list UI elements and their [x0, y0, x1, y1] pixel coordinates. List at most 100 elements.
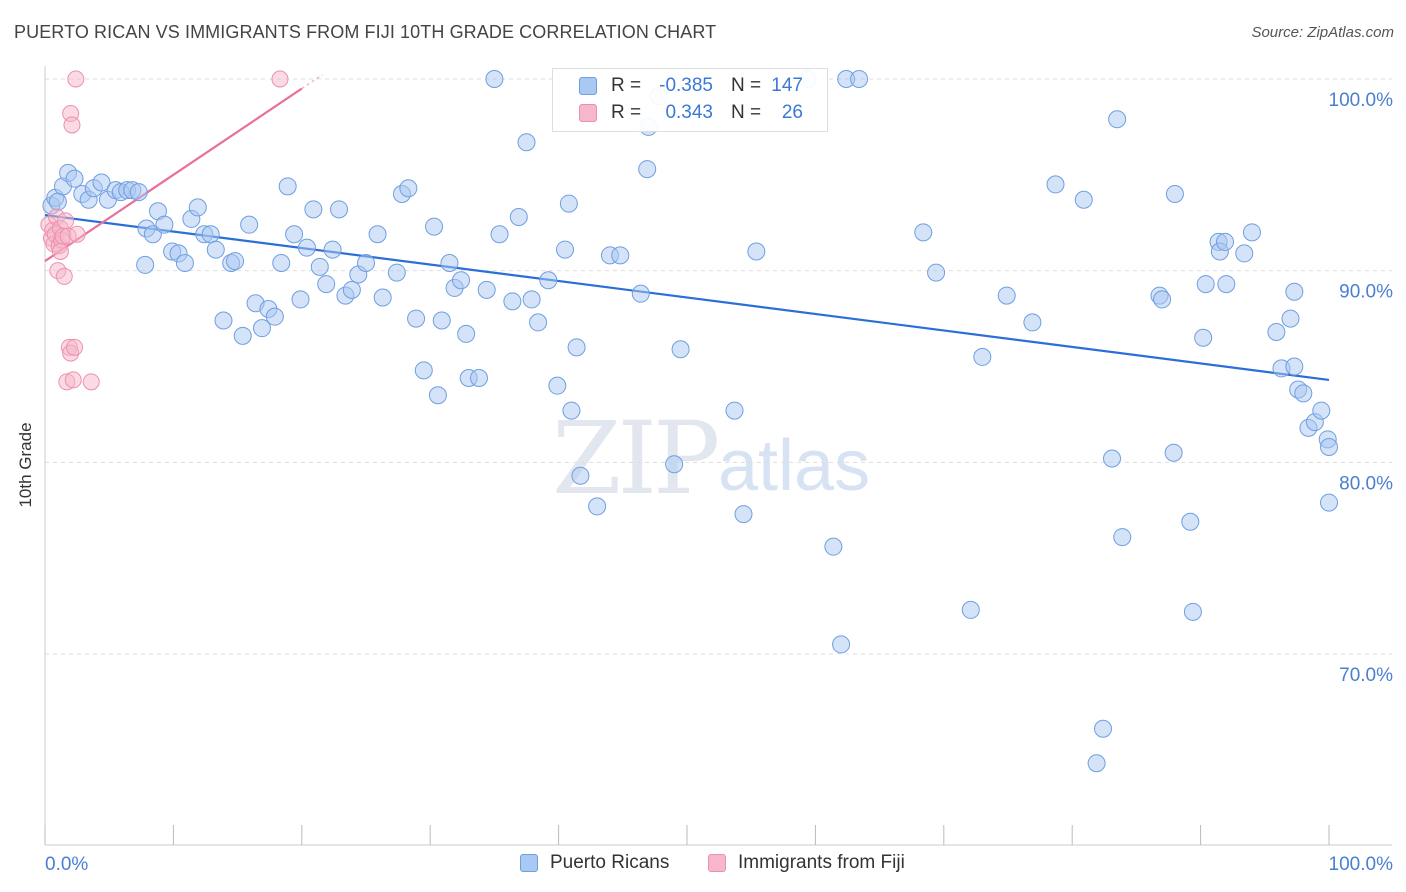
- point-puerto-rican: [1094, 719, 1113, 738]
- point-puerto-rican: [997, 286, 1016, 305]
- pink-swatch-icon: [579, 104, 597, 122]
- point-puerto-rican: [188, 198, 207, 217]
- point-puerto-rican: [440, 254, 459, 272]
- point-puerto-rican: [214, 311, 233, 330]
- x-tick-label-max: 100.0%: [1329, 854, 1394, 875]
- point-puerto-rican: [226, 252, 245, 271]
- point-fiji: [57, 212, 75, 230]
- point-puerto-rican: [92, 173, 111, 192]
- point-puerto-rican: [452, 271, 471, 290]
- point-puerto-rican: [671, 340, 690, 359]
- point-puerto-rican: [522, 290, 541, 309]
- point-puerto-rican: [310, 257, 329, 276]
- legend-label-puerto-ricans: Puerto Ricans: [550, 852, 670, 873]
- y-tick-label: 80.0%: [1339, 473, 1393, 494]
- point-puerto-rican: [665, 455, 684, 474]
- blue-swatch-icon: [579, 77, 597, 95]
- point-puerto-rican: [330, 200, 349, 219]
- point-puerto-rican: [1103, 449, 1122, 468]
- point-puerto-rican: [914, 223, 933, 242]
- r-value-blue: -0.385: [659, 75, 713, 96]
- point-puerto-rican: [1285, 282, 1304, 301]
- point-puerto-rican: [1087, 754, 1106, 773]
- point-puerto-rican: [1023, 313, 1042, 332]
- point-puerto-rican: [469, 369, 488, 387]
- n-label: N =: [731, 102, 762, 123]
- r-value-pink: 0.343: [665, 102, 713, 123]
- point-puerto-rican: [588, 497, 607, 516]
- legend-label-fiji: Immigrants from Fiji: [738, 852, 905, 873]
- n-label: N =: [731, 75, 762, 96]
- stats-row-blue: R = -0.385 N = 147: [553, 73, 827, 99]
- point-puerto-rican: [143, 225, 162, 244]
- source-label: Source: ZipAtlas.com: [1251, 24, 1394, 41]
- legend-item-puerto-ricans[interactable]: Puerto Ricans: [520, 852, 669, 874]
- point-puerto-rican: [414, 361, 433, 380]
- chart-title: PUERTO RICAN VS IMMIGRANTS FROM FIJI 10T…: [14, 22, 717, 42]
- point-puerto-rican: [432, 311, 451, 330]
- point-puerto-rican: [425, 217, 444, 236]
- point-puerto-rican: [1217, 275, 1236, 294]
- r-label: R =: [611, 75, 642, 96]
- watermark-atlas: atlas: [718, 426, 871, 506]
- point-puerto-rican: [240, 215, 259, 234]
- point-puerto-rican: [824, 537, 843, 556]
- point-puerto-rican: [1113, 528, 1132, 547]
- trend-line-fiji: [44, 87, 303, 262]
- point-puerto-rican: [201, 225, 220, 244]
- point-puerto-rican: [961, 600, 980, 619]
- point-puerto-rican: [155, 215, 174, 234]
- point-puerto-rican: [342, 280, 361, 299]
- point-puerto-rican: [556, 240, 575, 259]
- point-puerto-rican: [129, 183, 148, 202]
- point-puerto-rican: [734, 505, 753, 524]
- n-value-pink: 26: [781, 102, 803, 123]
- point-puerto-rican: [136, 255, 155, 274]
- point-puerto-rican: [428, 386, 447, 405]
- point-puerto-rican: [631, 284, 650, 303]
- trend-lines: [44, 74, 1330, 382]
- point-puerto-rican: [206, 240, 225, 259]
- point-puerto-rican: [638, 160, 657, 179]
- trend-line-puerto-ricans: [44, 213, 1330, 382]
- r-label: R =: [611, 102, 642, 123]
- point-puerto-rican: [1294, 384, 1313, 403]
- stats-legend: R = -0.385 N = 147 R = 0.343 N = 26: [552, 68, 828, 132]
- point-puerto-rican: [503, 292, 522, 311]
- point-puerto-rican: [1165, 185, 1184, 203]
- y-axis-label: 10th Grade: [16, 422, 35, 508]
- point-puerto-rican: [832, 635, 851, 654]
- point-puerto-rican: [973, 347, 992, 366]
- point-fiji: [51, 243, 69, 260]
- point-puerto-rican: [368, 225, 387, 244]
- point-puerto-rican: [65, 169, 84, 188]
- point-puerto-rican: [1196, 275, 1215, 294]
- point-puerto-rican: [1320, 493, 1338, 512]
- point-puerto-rican: [567, 338, 586, 357]
- point-puerto-rican: [927, 263, 946, 282]
- point-puerto-rican: [747, 242, 766, 261]
- point-fiji: [64, 371, 82, 389]
- point-puerto-rican: [1108, 110, 1127, 129]
- watermark-zip: ZIP: [552, 400, 720, 517]
- trend-line-fiji-extension: [301, 74, 323, 90]
- tick-labels: 70.0% 80.0% 90.0% 100.0% 0.0% 100.0%: [45, 90, 1393, 875]
- point-puerto-rican: [457, 324, 476, 343]
- point-fiji: [66, 338, 84, 356]
- point-puerto-rican: [490, 225, 509, 244]
- point-puerto-rican: [317, 275, 336, 294]
- point-puerto-rican: [509, 208, 528, 226]
- point-puerto-rican: [48, 192, 67, 211]
- point-puerto-rican: [357, 254, 375, 272]
- point-puerto-rican: [1181, 512, 1200, 531]
- point-puerto-rican: [559, 194, 578, 213]
- legend-item-fiji[interactable]: Immigrants from Fiji: [708, 852, 905, 874]
- point-puerto-rican: [517, 133, 536, 152]
- point-puerto-rican: [175, 254, 194, 272]
- point-puerto-rican: [1074, 190, 1093, 209]
- point-puerto-rican: [1164, 443, 1183, 462]
- point-fiji: [67, 70, 85, 88]
- point-fiji: [82, 373, 100, 391]
- point-puerto-rican: [477, 280, 496, 299]
